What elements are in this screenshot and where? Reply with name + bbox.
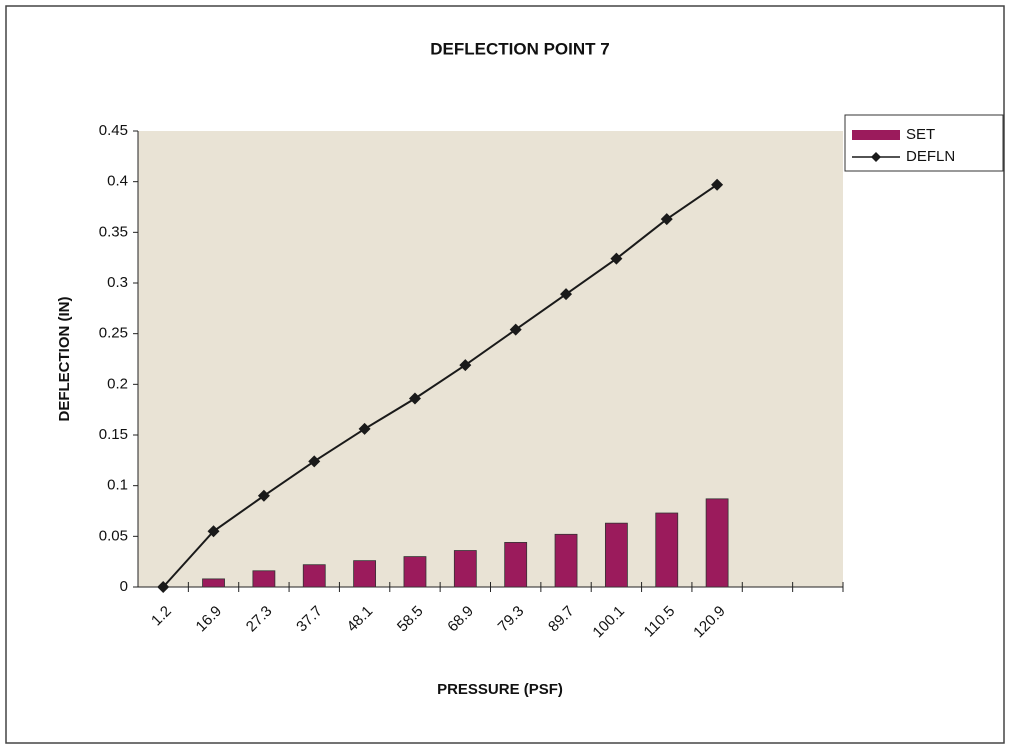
y-tick-label: 0.25 [99,325,128,342]
bar [504,542,528,588]
chart-title: DEFLECTION POINT 7 [430,39,609,58]
point [660,213,673,226]
y-axis-label: DEFLECTION (IN) [56,297,73,422]
bar [202,578,225,588]
legend-swatch [852,130,900,140]
bar [554,533,578,588]
legend-label: SET [906,126,935,143]
point [408,392,421,405]
point [459,359,472,372]
bar [353,560,377,588]
point [207,525,220,538]
point [257,489,270,502]
point [560,288,573,301]
line [162,183,718,588]
point [157,581,170,593]
bar [655,512,679,588]
y-tick-label: 0.15 [99,426,128,443]
x-axis-label: PRESSURE (PSF) [437,681,563,698]
point [610,252,623,265]
y-tick-label: 0 [120,578,128,595]
y-tick-label: 0.4 [107,173,128,190]
bar [705,498,729,588]
y-tick-label: 0.45 [99,122,128,139]
bar [252,570,276,588]
point [711,178,724,191]
y-tick-label: 0.3 [107,274,128,291]
legend-label: DEFLN [906,148,955,165]
y-tick-label: 0.05 [99,527,128,544]
point [358,422,371,435]
point [509,323,522,336]
y-tick-label: 0.1 [107,477,128,494]
legend [844,114,1004,172]
bar [403,556,427,588]
plot-area [138,131,843,587]
point [308,455,321,468]
y-tick-label: 0.35 [99,223,128,240]
bar [302,564,326,588]
bar [604,522,628,588]
y-tick-label: 0.2 [107,375,128,392]
legend-swatch [871,152,881,162]
bar [453,550,477,588]
